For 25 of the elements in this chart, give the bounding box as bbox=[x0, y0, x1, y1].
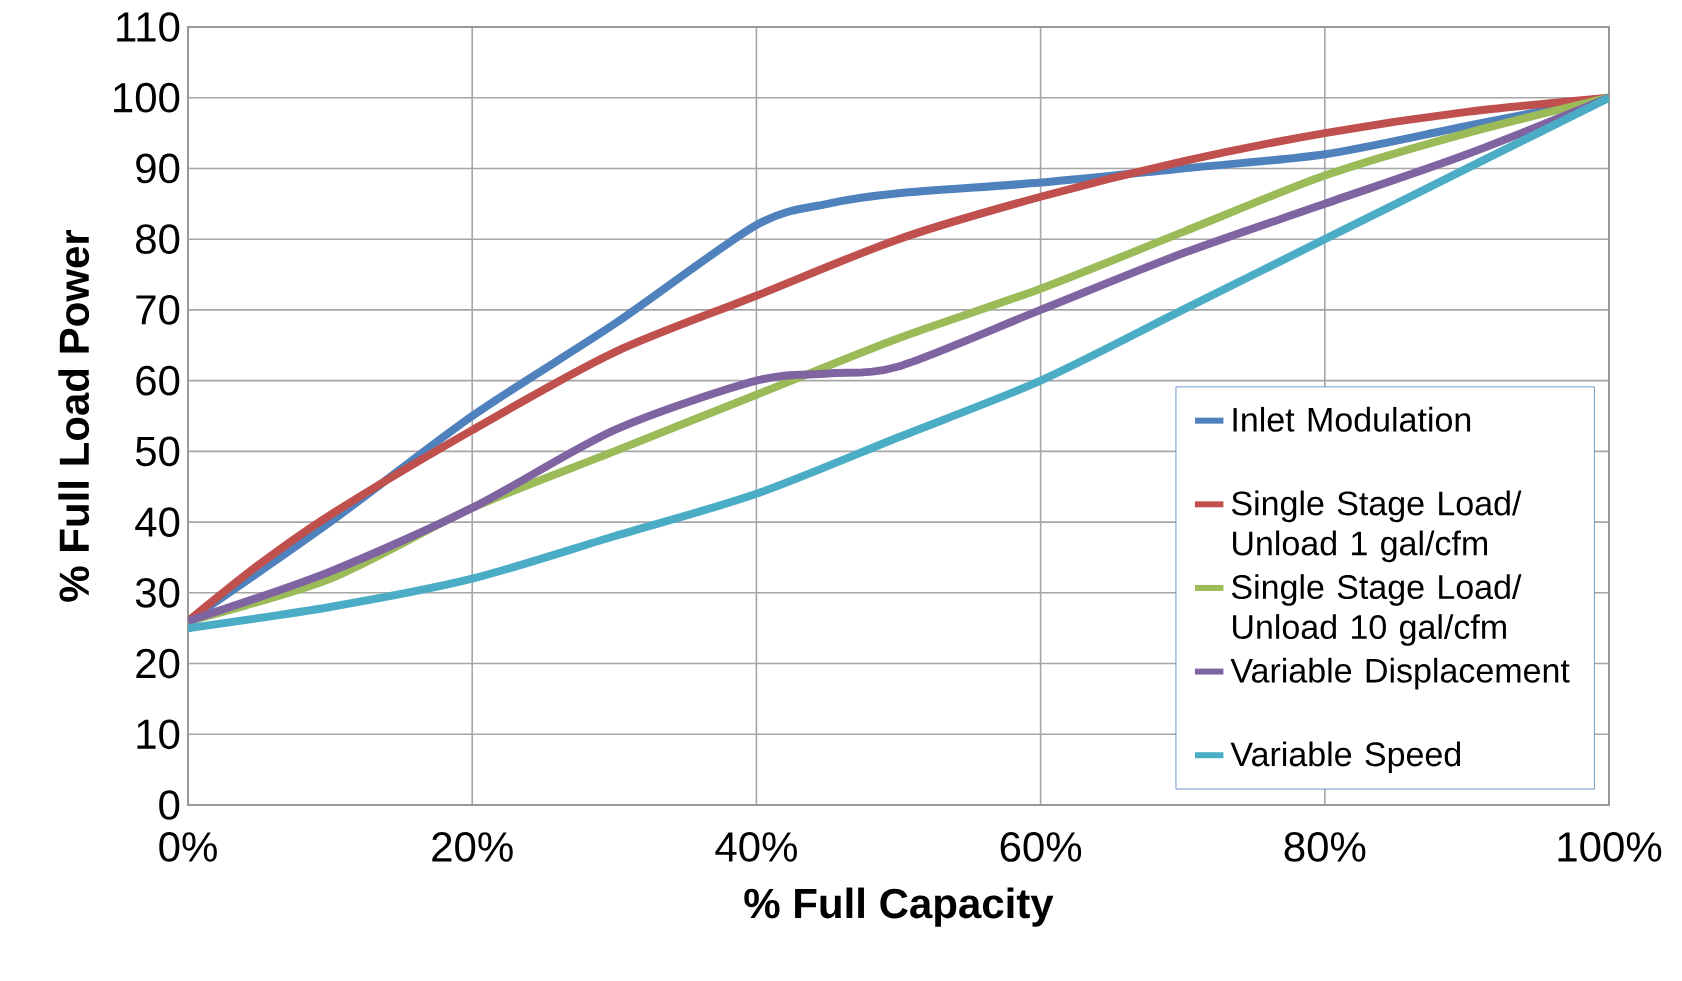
legend-label: Variable Displacement bbox=[1230, 657, 1570, 690]
y-tick-label: 30 bbox=[135, 577, 180, 608]
x-axis-title: % Full Capacity bbox=[744, 887, 1054, 927]
y-tick-label: 80 bbox=[136, 224, 180, 255]
x-tick-label: 40% bbox=[715, 832, 797, 862]
x-tick-label: 80% bbox=[1284, 832, 1366, 862]
y-tick-label: 90 bbox=[136, 153, 180, 184]
x-tick-label: 60% bbox=[1000, 832, 1082, 862]
x-tick-label: 0% bbox=[159, 832, 217, 862]
y-tick-label: 50 bbox=[135, 436, 180, 467]
legend-label: Inlet Modulation bbox=[1233, 406, 1471, 432]
legend-label: Single Stage Load/ Unload 10 gal/cfm bbox=[1231, 574, 1522, 646]
y-tick-label: 10 bbox=[137, 719, 180, 750]
y-axis-title: % Full Load Power bbox=[58, 229, 90, 602]
x-tick-label: 100% bbox=[1558, 832, 1662, 862]
y-tick-label: 20 bbox=[136, 648, 180, 679]
x-tick-label: 20% bbox=[432, 832, 513, 862]
legend-label: Variable Speed bbox=[1230, 741, 1461, 774]
y-tick-label: 100 bbox=[114, 82, 180, 113]
y-tick-label: 70 bbox=[136, 295, 180, 325]
y-tick-label: 110 bbox=[117, 12, 180, 42]
y-tick-label: 60 bbox=[136, 365, 180, 396]
y-tick-label: 0 bbox=[159, 790, 180, 820]
y-tick-label: 40 bbox=[135, 507, 180, 537]
legend-label: Single Stage Load/ Unload 1 gal/cfm bbox=[1231, 490, 1522, 563]
